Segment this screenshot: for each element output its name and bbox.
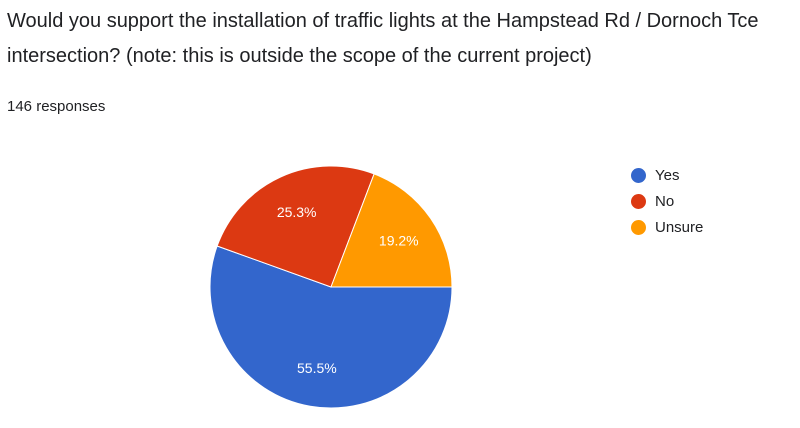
legend-swatch-yes (631, 167, 646, 183)
slice-label-unsure: 19.2% (379, 232, 419, 248)
legend-item-no[interactable]: No (631, 188, 703, 214)
slice-label-yes: 55.5% (297, 360, 337, 376)
slice-label-no: 25.3% (277, 204, 317, 220)
legend-swatch-no (631, 193, 646, 209)
legend-label-unsure: Unsure (655, 218, 704, 236)
legend-item-yes[interactable]: Yes (631, 162, 703, 188)
pie-slice-unsure[interactable] (330, 173, 453, 288)
question-title: Would you support the installation of tr… (7, 10, 759, 67)
pie-slice-no[interactable] (216, 165, 375, 288)
chart-legend: Yes No Unsure (631, 162, 703, 240)
legend-label-no: No (655, 192, 675, 210)
response-count: 146 responses (7, 98, 106, 115)
legend-swatch-unsure (631, 219, 646, 235)
pie-slice-yes[interactable] (209, 245, 453, 409)
legend-label-yes: Yes (655, 166, 680, 184)
legend-item-unsure[interactable]: Unsure (631, 214, 703, 240)
